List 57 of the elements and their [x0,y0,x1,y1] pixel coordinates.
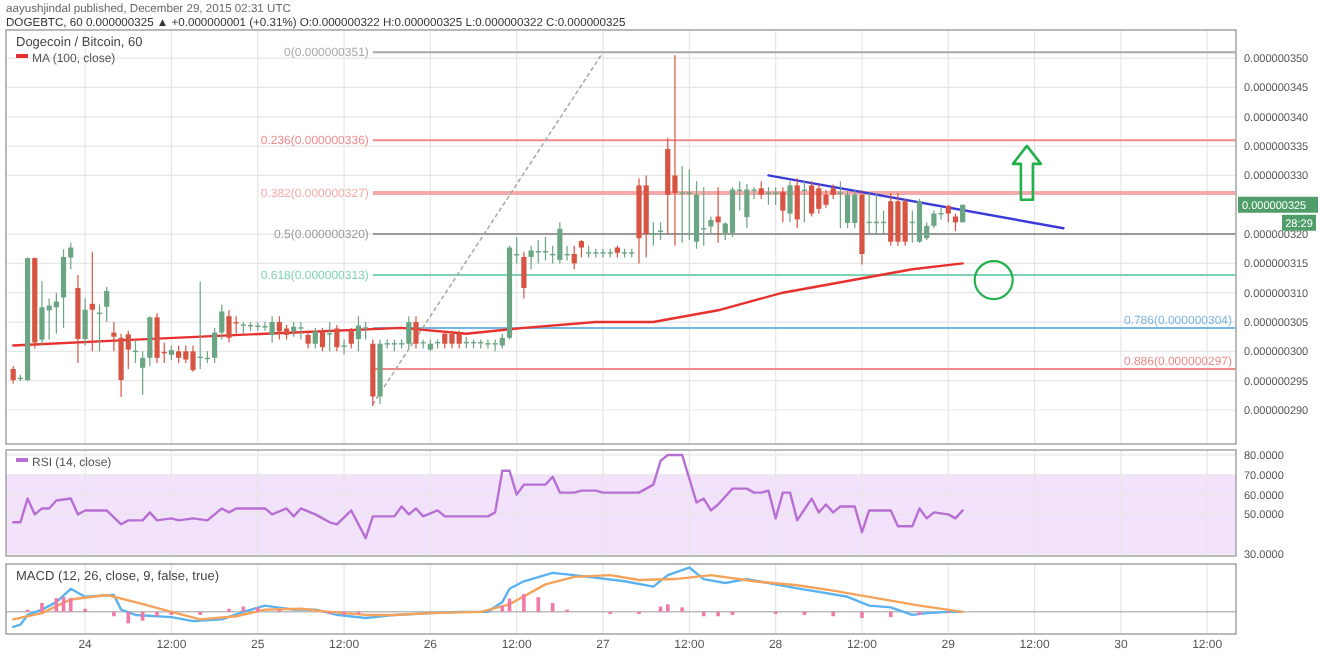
candlestick [708,215,714,235]
candlestick [888,192,894,247]
candlestick [571,245,577,270]
line-series [11,262,964,347]
candlestick [190,344,196,373]
candlestick [837,180,843,229]
candlestick [212,327,218,364]
candlestick [219,303,225,341]
candlestick [82,297,88,347]
candlestick [715,186,721,244]
candlestick [154,312,160,364]
candlestick [140,350,146,396]
candlestick [600,248,606,259]
candlestick [809,180,815,218]
candlestick [348,327,354,350]
candlestick [693,180,700,250]
candlestick [665,137,671,235]
candlestick [413,315,419,350]
candlestick [557,221,563,264]
candlestick [327,321,333,352]
candlestick [744,183,750,229]
candlestick [104,286,110,323]
candlestick [226,309,232,344]
candlestick [485,339,491,350]
candlestick [298,321,304,341]
candlestick [355,315,362,352]
candlestick [672,54,678,247]
candlestick [787,180,793,223]
candlestick [341,339,347,355]
candlestick [679,165,685,244]
line-series [11,453,964,540]
candlestick [492,339,498,352]
candlestick [794,177,800,229]
candlestick [312,327,318,350]
candlestick [916,198,923,244]
candlestick [521,251,527,300]
candlestick [844,189,851,229]
candlestick [319,327,326,352]
candlestick [276,315,282,341]
candlestick [334,324,340,352]
candlestick [816,183,822,215]
candlestick [686,168,692,241]
candlestick [701,186,707,247]
candlestick [895,192,901,247]
candlestick [528,245,534,270]
candlestick [262,321,268,332]
candlestick [147,315,153,367]
candlestick [269,315,275,344]
candlestick [60,248,67,329]
candlestick [780,186,786,223]
candlestick [729,186,736,238]
candlestick [650,221,656,247]
candlestick [406,315,412,350]
candlestick [852,189,858,229]
candlestick [39,280,45,347]
candlestick [902,198,908,247]
candlestick [89,251,95,352]
